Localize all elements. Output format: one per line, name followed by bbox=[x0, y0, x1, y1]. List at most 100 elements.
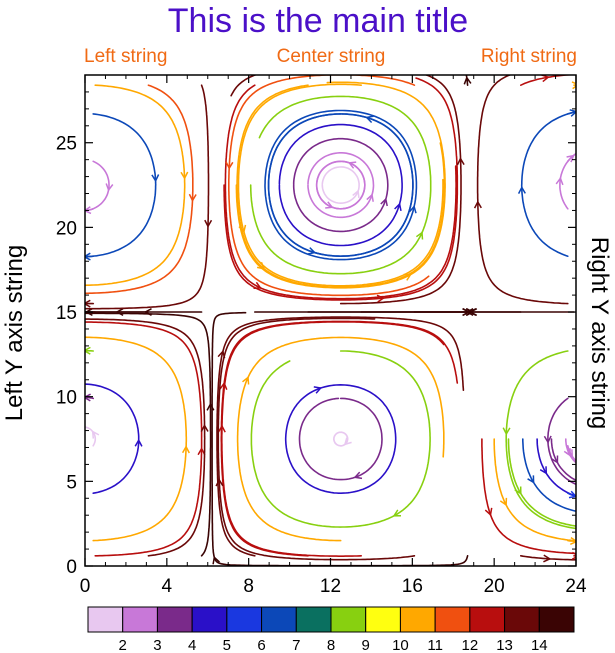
streamline-arrow bbox=[343, 437, 352, 446]
streamline bbox=[237, 83, 444, 287]
streamline bbox=[223, 77, 459, 301]
streamline-arrow bbox=[484, 507, 493, 517]
streamline bbox=[507, 438, 576, 527]
left-y-axis-label: Left Y axis string bbox=[1, 245, 28, 422]
colorbar-label: 3 bbox=[153, 637, 161, 653]
streamline-arrow bbox=[566, 154, 575, 163]
streamline bbox=[520, 110, 576, 257]
streamline-arrow bbox=[463, 76, 472, 85]
colorbar-label: 4 bbox=[188, 637, 196, 653]
colorbar-box bbox=[191, 606, 228, 633]
colorbar-box bbox=[226, 606, 263, 633]
streamline bbox=[505, 350, 576, 530]
streamline bbox=[236, 84, 446, 288]
streamline-arrow bbox=[200, 423, 209, 432]
streamline-arrow bbox=[180, 171, 189, 180]
streamline-arrow bbox=[313, 386, 323, 394]
colorbar-box bbox=[434, 606, 471, 633]
streamline bbox=[85, 84, 210, 310]
streamline-arrow bbox=[366, 193, 374, 202]
streamline bbox=[520, 555, 576, 561]
streamline bbox=[267, 113, 414, 257]
colorbar-label: 10 bbox=[392, 637, 409, 653]
streamline-arrow bbox=[197, 447, 206, 456]
streamline-arrow bbox=[394, 202, 402, 212]
streamline-arrow bbox=[569, 536, 576, 545]
streamline bbox=[85, 84, 186, 287]
x-tick-label: 24 bbox=[565, 576, 587, 597]
streamline bbox=[520, 75, 576, 86]
streamline-arrow bbox=[91, 430, 100, 439]
colorbar-label: 14 bbox=[531, 637, 548, 653]
streamline-arrow bbox=[242, 376, 250, 385]
streamline bbox=[278, 123, 403, 247]
main-title: This is the main title bbox=[168, 2, 468, 40]
streamline-arrow bbox=[517, 185, 526, 194]
streamline-arrow bbox=[415, 231, 424, 240]
streamline-arrow bbox=[408, 204, 417, 214]
streamline bbox=[481, 438, 576, 555]
streamline bbox=[567, 539, 576, 543]
streamline-arrow bbox=[551, 455, 559, 464]
x-tick-label: 0 bbox=[80, 576, 91, 597]
streamline-arrow bbox=[502, 427, 511, 436]
colorbar-box bbox=[295, 606, 332, 633]
colorbar-box bbox=[365, 606, 401, 633]
streamline-arrow bbox=[527, 475, 535, 484]
streamlines bbox=[85, 75, 576, 566]
colorbar-label: 8 bbox=[327, 637, 335, 653]
streamline-arrow bbox=[217, 424, 226, 433]
streamline bbox=[85, 113, 157, 258]
streamline-arrow bbox=[352, 189, 360, 199]
streamline bbox=[315, 160, 366, 210]
streamline-arrow bbox=[238, 224, 247, 234]
colorbar-label: 13 bbox=[496, 637, 513, 653]
streamline-arrow bbox=[543, 435, 552, 444]
colorbar-label: 11 bbox=[427, 637, 443, 653]
streamline bbox=[220, 320, 459, 557]
streamline bbox=[567, 152, 576, 163]
streamline bbox=[284, 383, 397, 494]
streamline bbox=[547, 397, 576, 486]
colorbar-label: 7 bbox=[292, 637, 300, 653]
streamline-arrow bbox=[569, 109, 576, 117]
streamline-arrow bbox=[85, 206, 92, 215]
y-tick-label: 25 bbox=[56, 134, 77, 155]
colorbar-box bbox=[261, 606, 297, 633]
streamline bbox=[221, 321, 445, 557]
streamline-arrow bbox=[462, 308, 471, 317]
streamline bbox=[522, 438, 576, 513]
colorbar-box bbox=[156, 606, 193, 633]
y-tick-label: 5 bbox=[66, 472, 77, 493]
colorbar-box bbox=[87, 606, 124, 633]
colorbar-box bbox=[504, 606, 540, 633]
streamline-arrow bbox=[466, 308, 475, 317]
center-string: Center string bbox=[277, 46, 386, 67]
streamline bbox=[236, 336, 445, 542]
streamline-arrow bbox=[543, 554, 552, 563]
streamline-arrow bbox=[539, 466, 548, 475]
streamline-arrow bbox=[253, 281, 262, 290]
y-tick-label: 10 bbox=[56, 388, 77, 409]
streamline-arrow bbox=[499, 497, 508, 507]
streamline-arrow bbox=[565, 449, 574, 458]
colorbar-label: 5 bbox=[223, 637, 231, 653]
streamline-arrow bbox=[555, 176, 564, 186]
streamline-arrow bbox=[188, 193, 197, 203]
colorbar-box bbox=[122, 606, 158, 633]
streamline-arrow bbox=[143, 308, 152, 317]
y-tick-label: 20 bbox=[56, 218, 77, 239]
left-string: Left string bbox=[84, 46, 167, 67]
streamline bbox=[267, 113, 414, 258]
streamline bbox=[298, 397, 383, 481]
streamline-arrow bbox=[392, 509, 402, 517]
streamline bbox=[292, 137, 389, 233]
right-y-axis-label: Right Y axis string bbox=[586, 237, 613, 430]
streamline-arrow bbox=[134, 438, 143, 447]
streamline-arrow bbox=[212, 555, 221, 565]
x-tick-label: 16 bbox=[402, 576, 423, 597]
streamline bbox=[332, 431, 349, 447]
streamline-arrow bbox=[215, 478, 224, 487]
y-tick-label: 0 bbox=[66, 557, 77, 578]
streamline bbox=[235, 81, 446, 289]
